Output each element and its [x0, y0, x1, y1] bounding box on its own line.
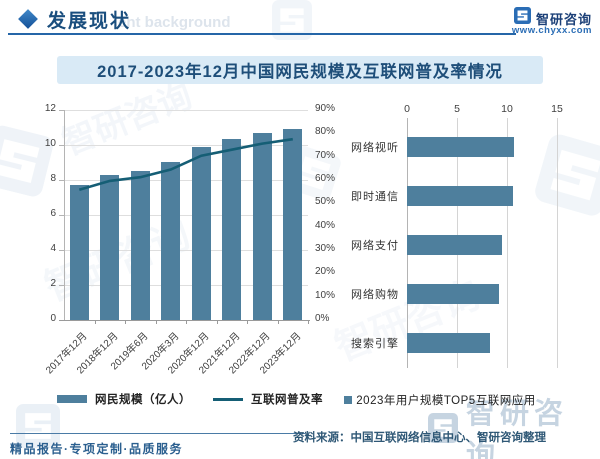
category-label: 网络视听	[351, 141, 399, 154]
header-watermark-text: ent background	[118, 14, 231, 31]
category-label: 即时通信	[351, 190, 399, 203]
penetration-rate-line	[78, 137, 293, 192]
top-axis-tick: 5	[454, 103, 460, 115]
bar-series-label: 网民规模（亿人）	[95, 394, 191, 406]
axis-tick	[59, 250, 64, 251]
top-axis-tick: 10	[501, 103, 513, 115]
right-axis-tick: 70%	[315, 149, 336, 161]
axis-tick	[59, 180, 64, 181]
category-label: 网络购物	[351, 289, 399, 302]
right-axis-tick: 80%	[315, 126, 336, 138]
y-axis-line	[64, 110, 65, 320]
right-axis-tick: 60%	[315, 173, 336, 184]
grid-line	[64, 215, 308, 216]
brand-name: 智研咨询	[535, 11, 592, 27]
netizen-scale-bar	[283, 128, 303, 320]
app-user-bar	[407, 333, 490, 354]
grid-line	[64, 180, 308, 181]
grid-line	[64, 285, 308, 286]
grid-line	[557, 118, 558, 368]
netizen-scale-bar	[222, 139, 242, 320]
x-axis-tickmark	[308, 320, 309, 324]
x-axis-tickmark	[186, 320, 187, 324]
axis-tick	[59, 145, 64, 146]
left-axis-tick: 0	[50, 313, 56, 324]
right-axis-tick: 90%	[315, 103, 336, 114]
app-user-bar	[407, 136, 514, 157]
axis-tick	[59, 215, 64, 216]
netizen-scale-bar	[100, 174, 120, 320]
x-axis-tickmark	[94, 320, 96, 324]
right-axis-tick: 40%	[315, 219, 336, 231]
netizen-scale-bar	[252, 133, 272, 320]
brand-website: www.chyxx.com	[511, 25, 592, 36]
left-axis-tick: 10	[44, 138, 56, 149]
top-axis-tick: 15	[551, 103, 563, 115]
page-title: 发展现状	[47, 11, 132, 32]
brand-block: 智研咨询	[513, 7, 592, 29]
line-series-swatch	[213, 397, 243, 401]
right-axis-tick: 10%	[315, 289, 336, 301]
grid-line	[64, 110, 308, 111]
right-axis-tick: 0%	[315, 313, 330, 324]
source-note: 资料来源：中国互联网络信息中心、智研咨询整理	[293, 432, 546, 444]
app-user-bar	[407, 284, 499, 305]
left-axis-tick: 4	[50, 243, 56, 254]
left-axis-tick: 12	[44, 103, 56, 114]
right-chart-legend: 2023年用户规模TOP5互联网应用	[320, 392, 560, 408]
brand-logo-icon	[513, 7, 531, 29]
left-axis-tick: 8	[50, 173, 56, 184]
app-user-bar	[407, 185, 513, 206]
line-series-label: 互联网普及率	[251, 394, 323, 406]
right-axis-tick: 20%	[315, 266, 336, 278]
x-axis-tickmark	[155, 320, 157, 324]
left-axis-tick: 6	[50, 208, 56, 219]
right-axis-tick: 50%	[315, 196, 336, 208]
netizen-scale-bar	[69, 184, 89, 320]
category-label: 网络支付	[351, 240, 399, 252]
top5-legend-label: 2023年用户规模TOP5互联网应用	[356, 395, 536, 407]
bar-series-swatch	[57, 395, 87, 403]
x-axis-tickmark	[277, 320, 279, 324]
category-label: 搜索引擎	[351, 338, 399, 351]
right-axis-tick: 30%	[315, 243, 336, 254]
app-user-bar	[407, 235, 503, 255]
chart-title: 2017-2023年12月中国网民规模及互联网普及率情况	[57, 56, 543, 84]
top-axis-tick: 0	[404, 103, 410, 115]
grid-line	[64, 145, 308, 146]
x-axis-tickmark	[216, 320, 218, 324]
left-chart-legend: 网民规模（亿人） 互联网普及率	[40, 391, 340, 407]
x-axis-tickmark	[247, 320, 248, 324]
axis-tick	[59, 285, 64, 286]
grid-line	[64, 250, 308, 251]
x-axis-tickmark	[125, 320, 126, 324]
left-axis-tick: 2	[50, 278, 56, 289]
footer-tagline: 精品报告·专项定制·品质服务	[10, 442, 183, 456]
header-divider	[8, 33, 516, 35]
netizen-scale-bar	[161, 161, 181, 320]
netizen-scale-bar	[191, 146, 211, 320]
grid-line	[507, 118, 508, 368]
top5-legend-swatch	[344, 396, 353, 404]
footer-divider	[10, 433, 305, 434]
x-axis-line	[59, 320, 310, 321]
netizen-scale-bar	[130, 170, 150, 320]
axis-tick	[59, 110, 64, 111]
